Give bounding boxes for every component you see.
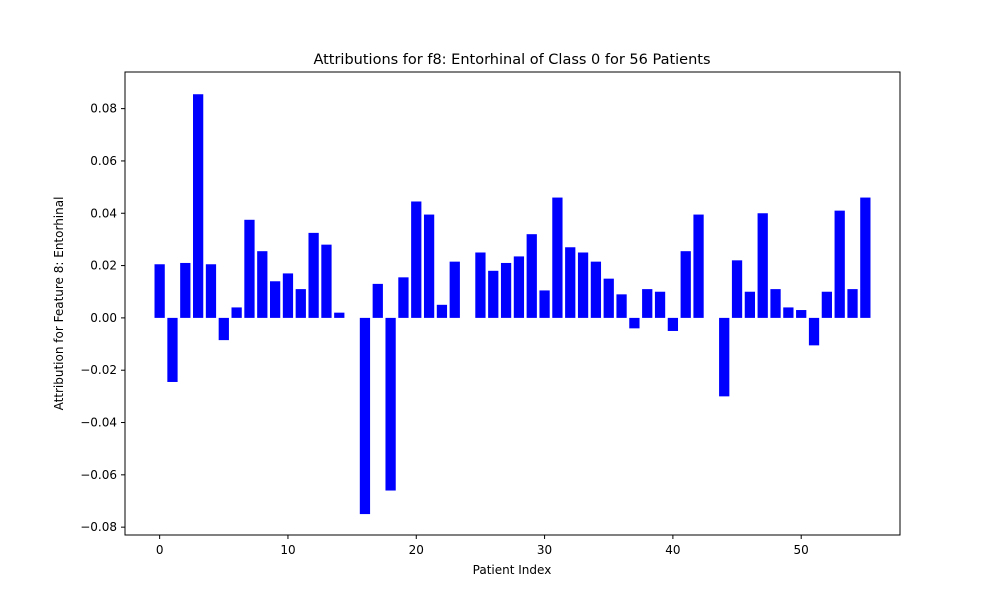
bar-patient-11 — [295, 289, 306, 318]
bar-patient-54 — [847, 289, 858, 318]
x-tick-label: 30 — [537, 543, 552, 557]
y-tick-label: 0.06 — [90, 154, 117, 168]
bar-patient-21 — [423, 214, 435, 318]
x-tick-label: 40 — [665, 543, 680, 557]
y-axis: −0.08 −0.06 −0.04 −0.02 0.00 0.02 0.04 0.06 0.08 — [80, 102, 125, 534]
bar-patient-19 — [398, 277, 409, 318]
bar-patient-34 — [590, 261, 602, 318]
bar-patient-3 — [193, 94, 204, 318]
bar-patient-42 — [693, 214, 704, 318]
bar-patient-48 — [770, 289, 781, 318]
bar-patient-44 — [719, 317, 730, 397]
bar-patient-41 — [680, 251, 691, 318]
bar-patient-12 — [308, 232, 319, 318]
bar-patient-33 — [577, 252, 589, 318]
y-tick-label: 0.02 — [90, 259, 117, 273]
bar-patient-37 — [629, 317, 640, 329]
chart-title: Attributions for f8: Entorhinal of Class… — [313, 52, 710, 68]
bar-patient-9 — [269, 281, 281, 318]
y-tick-label: 0.08 — [90, 102, 117, 116]
y-tick-label: −0.04 — [80, 416, 117, 430]
bar-patient-47 — [757, 213, 768, 318]
bar-patient-5 — [218, 317, 229, 341]
bar-patient-13 — [321, 244, 332, 318]
y-tick-label: −0.08 — [80, 520, 117, 534]
bar-patient-49 — [783, 307, 794, 318]
y-tick-label: −0.06 — [80, 468, 117, 482]
bar-patient-50 — [796, 310, 807, 318]
bar-patient-52 — [821, 291, 832, 318]
x-tick-label: 10 — [280, 543, 295, 557]
bar-patient-20 — [411, 201, 422, 318]
y-tick-label: 0.04 — [90, 206, 117, 220]
bar-patient-39 — [654, 291, 666, 318]
bar-patient-10 — [282, 273, 294, 318]
bar-patient-55 — [860, 197, 871, 318]
y-tick-label: −0.02 — [80, 363, 117, 377]
bar-patient-27 — [500, 262, 512, 318]
bar-patient-6 — [231, 307, 242, 318]
bar-patient-22 — [436, 304, 448, 318]
y-tick-label: 0.00 — [90, 311, 117, 325]
bar-patient-31 — [552, 197, 563, 318]
bar-patient-36 — [616, 294, 627, 318]
bar-patient-51 — [808, 317, 820, 346]
bar-patient-40 — [667, 317, 679, 331]
bar-patient-18 — [385, 317, 396, 491]
bar-patient-32 — [565, 247, 576, 318]
bar-patient-45 — [731, 260, 743, 318]
bars-group — [154, 94, 871, 515]
bar-patient-2 — [180, 262, 191, 318]
bar-patient-4 — [205, 264, 217, 318]
x-axis-title: Patient Index — [473, 563, 552, 577]
x-axis: 0 10 20 30 40 50 — [156, 535, 809, 557]
bar-patient-29 — [526, 234, 537, 318]
bar-patient-23 — [449, 261, 460, 318]
bar-patient-1 — [167, 317, 178, 382]
bar-patient-14 — [334, 312, 345, 318]
bar-patient-38 — [642, 289, 653, 318]
bar-patient-28 — [513, 256, 525, 318]
bar-patient-35 — [603, 278, 614, 318]
bar-patient-0 — [154, 264, 165, 318]
bar-patient-26 — [488, 270, 499, 318]
x-tick-label: 50 — [794, 543, 809, 557]
bar-patient-53 — [834, 210, 845, 318]
x-tick-label: 0 — [156, 543, 164, 557]
bar-patient-46 — [744, 291, 756, 318]
plot-area-frame — [124, 71, 901, 536]
bar-patient-30 — [539, 290, 550, 318]
y-axis-title: Attribution for Feature 8: Entorhinal — [52, 197, 66, 411]
bar-patient-8 — [257, 251, 268, 318]
bar-patient-25 — [475, 252, 486, 318]
bar-patient-17 — [372, 283, 383, 318]
bar-patient-16 — [359, 317, 371, 515]
bar-patient-7 — [244, 219, 255, 318]
x-tick-label: 20 — [409, 543, 424, 557]
